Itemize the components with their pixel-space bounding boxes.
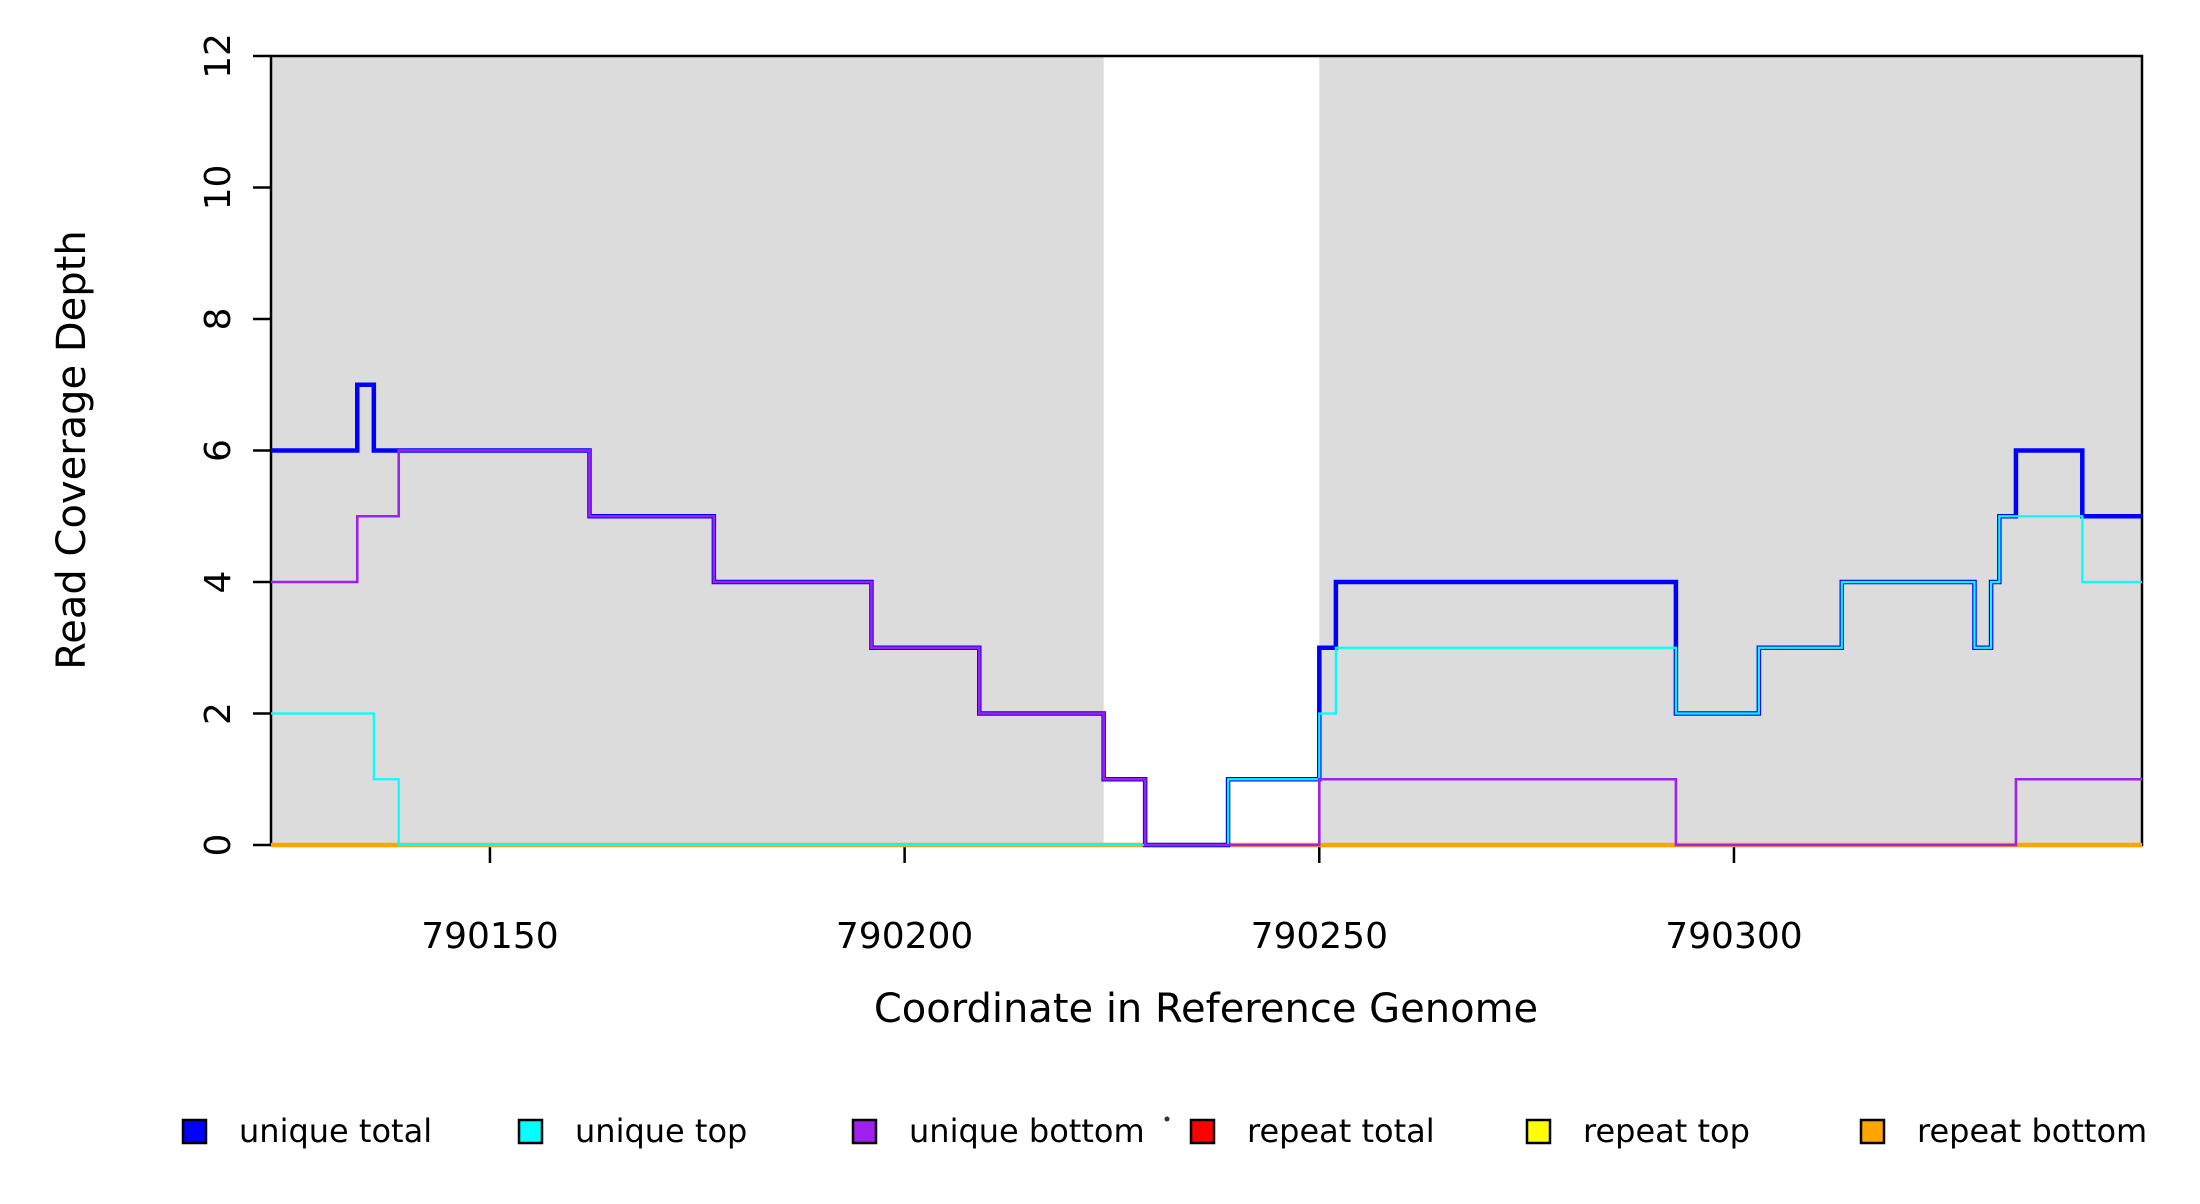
- x-axis-title: Coordinate in Reference Genome: [874, 986, 1538, 1032]
- stray-dot: [1164, 1116, 1170, 1122]
- x-tick-label: 790150: [421, 916, 558, 957]
- series-lines: [271, 382, 2142, 848]
- legend-swatch: [1859, 1118, 1886, 1145]
- highlight-bands: [271, 56, 2142, 845]
- legend-item-label: unique top: [575, 1112, 747, 1150]
- legend-item-label: repeat total: [1247, 1112, 1435, 1150]
- legend: unique total unique top unique bottom repea…: [181, 1112, 2147, 1150]
- x-tick-label: 790300: [1665, 916, 1802, 957]
- y-tick-label: 2: [198, 702, 239, 725]
- legend-swatch: [1525, 1118, 1552, 1145]
- legend-item-unique-total: unique total: [181, 1112, 432, 1150]
- y-tick-label: 4: [198, 571, 239, 594]
- y-tick-label: 6: [198, 439, 239, 462]
- legend-item-label: unique total: [239, 1112, 432, 1150]
- legend-item-repeat-top: repeat top: [1525, 1112, 1750, 1150]
- series-line-unique-top: [271, 515, 2142, 847]
- legend-item-label: repeat top: [1583, 1112, 1750, 1150]
- y-axis-title: Read Coverage Depth: [49, 230, 95, 669]
- legend-item-unique-top: unique top: [517, 1112, 747, 1150]
- legend-swatch: [517, 1118, 544, 1145]
- y-tick-label: 0: [198, 834, 239, 857]
- legend-item-repeat-bottom: repeat bottom: [1859, 1112, 2147, 1150]
- legend-item-label: unique bottom: [909, 1112, 1145, 1150]
- legend-swatch: [851, 1118, 878, 1145]
- y-tick-label: 10: [198, 165, 239, 211]
- series-line-unique-bottom: [271, 449, 2142, 847]
- x-tick-label: 790200: [836, 916, 973, 957]
- legend-swatch: [181, 1118, 208, 1145]
- y-tick-label: 12: [198, 33, 239, 79]
- legend-item-repeat-total: repeat total: [1189, 1112, 1435, 1150]
- y-tick-label: 8: [198, 308, 239, 331]
- legend-item-unique-bottom: unique bottom: [851, 1112, 1145, 1150]
- legend-swatch: [1189, 1118, 1216, 1145]
- x-tick-label: 790250: [1251, 916, 1388, 957]
- axes: 790150 790200 790250 790300 0 2 4 6 8 10 12: [198, 33, 2144, 957]
- legend-item-label: repeat bottom: [1917, 1112, 2147, 1150]
